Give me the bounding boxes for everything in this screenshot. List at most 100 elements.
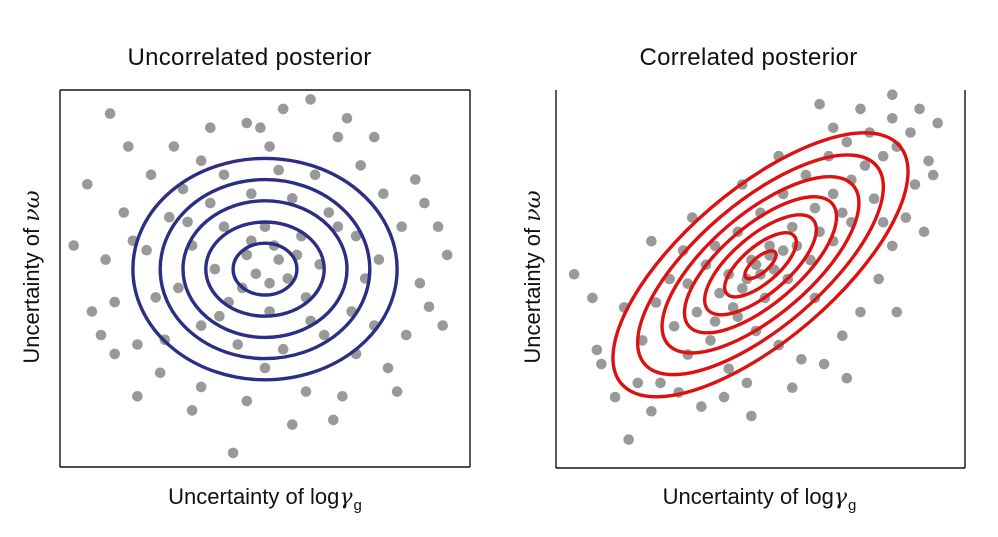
chart-title: Correlated posterior	[639, 44, 858, 71]
data-point	[587, 292, 598, 304]
data-point	[355, 160, 367, 171]
x-axis-label-subscript: g	[848, 497, 857, 514]
data-point	[132, 391, 143, 402]
data-point	[905, 127, 916, 138]
x-axis-label: Uncertainty of logγg	[554, 484, 965, 514]
data-point	[887, 89, 898, 100]
contour-line	[181, 199, 349, 340]
data-point	[596, 358, 607, 370]
data-point	[827, 188, 839, 200]
data-point	[287, 419, 298, 430]
data-point	[195, 155, 207, 166]
data-point	[337, 391, 348, 402]
data-point	[277, 103, 289, 115]
data-point	[859, 160, 871, 171]
contour-line	[635, 153, 886, 377]
contour-line	[204, 220, 326, 318]
data-points	[68, 94, 453, 459]
data-point	[350, 230, 362, 242]
data-point	[723, 363, 734, 375]
data-point	[95, 329, 107, 341]
data-point	[250, 268, 262, 280]
data-point	[423, 301, 435, 313]
contour-line	[743, 249, 778, 281]
scatter-plot	[555, 89, 966, 469]
data-point	[410, 174, 421, 185]
data-point	[650, 297, 662, 308]
data-point	[205, 122, 216, 133]
data-point	[923, 155, 934, 167]
data-point	[205, 197, 216, 209]
data-point	[764, 240, 775, 252]
data-point	[787, 382, 798, 394]
data-point	[414, 277, 426, 289]
data-point	[259, 221, 271, 232]
data-point	[887, 240, 898, 252]
data-point	[419, 197, 430, 209]
posterior-contours	[611, 131, 910, 399]
y-axis-label-symbol: νω	[20, 190, 45, 222]
data-point	[873, 273, 884, 285]
left-chart-panel: Uncorrelated posterior Uncertainty of νω…	[17, 44, 471, 514]
data-point	[705, 335, 716, 346]
data-point	[787, 221, 798, 233]
data-point	[632, 377, 644, 389]
contour-line	[231, 241, 299, 297]
data-point	[378, 188, 389, 199]
data-point	[332, 221, 344, 232]
data-point	[391, 386, 403, 397]
posterior-contours	[131, 156, 399, 382]
data-point	[841, 372, 853, 384]
data-point	[837, 330, 848, 342]
data-point	[877, 150, 889, 162]
data-point	[369, 131, 380, 143]
data-point	[68, 240, 79, 251]
data-point	[332, 131, 344, 143]
data-point	[609, 391, 621, 403]
x-axis-label-symbol: γ	[833, 485, 847, 510]
data-point	[777, 245, 789, 256]
contour-line	[723, 231, 798, 299]
data-point	[264, 306, 275, 317]
data-point	[154, 367, 166, 379]
data-point	[218, 221, 230, 232]
data-point	[809, 202, 821, 214]
chart-title: Uncorrelated posterior	[127, 44, 372, 71]
data-point	[123, 141, 134, 152]
data-point	[241, 249, 253, 261]
data-point	[646, 235, 657, 247]
data-point	[177, 183, 189, 195]
data-point	[141, 244, 152, 256]
data-point	[887, 113, 898, 124]
data-point	[900, 212, 912, 223]
data-point	[195, 381, 207, 393]
data-point	[373, 254, 385, 265]
contour-line	[158, 177, 372, 361]
data-point	[718, 391, 730, 403]
data-point	[737, 283, 748, 294]
data-point	[164, 211, 175, 223]
data-point	[918, 226, 930, 238]
y-axis-label: Uncertainty of νω	[17, 127, 47, 427]
data-point	[109, 348, 120, 360]
data-point	[109, 296, 120, 308]
data-point	[300, 386, 312, 397]
data-point	[932, 117, 943, 129]
contour-line	[611, 131, 910, 399]
contour-line	[131, 156, 399, 382]
data-point	[82, 179, 93, 190]
scatter-plot	[59, 89, 471, 468]
data-point	[150, 292, 161, 303]
data-point	[637, 335, 648, 346]
data-point	[841, 136, 853, 148]
data-point	[591, 344, 603, 356]
data-point	[805, 254, 816, 266]
data-point	[877, 217, 889, 228]
y-axis-label: Uncertainty of νω	[518, 127, 548, 427]
data-point	[195, 320, 207, 331]
data-point	[868, 193, 880, 204]
data-point	[909, 179, 921, 190]
data-point	[173, 282, 184, 294]
data-points	[568, 89, 943, 445]
data-point	[323, 207, 335, 218]
